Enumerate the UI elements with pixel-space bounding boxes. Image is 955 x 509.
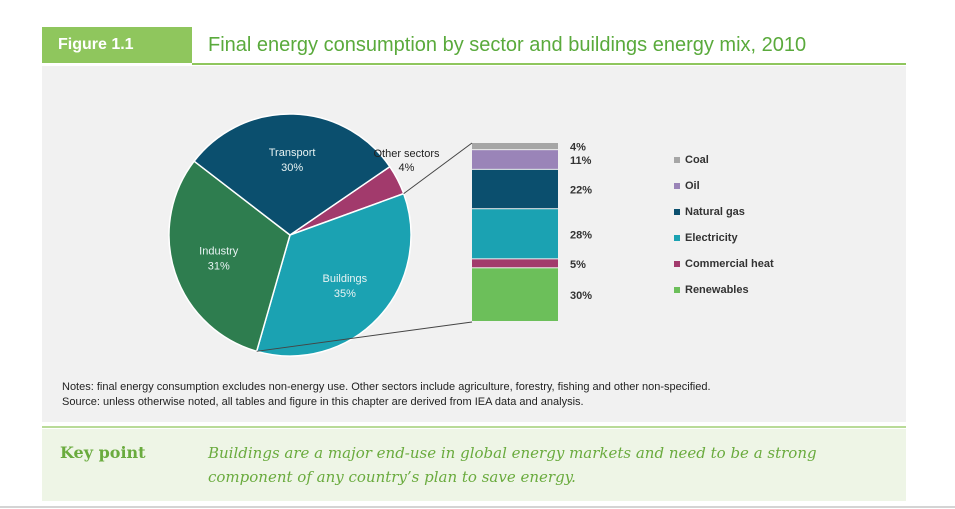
bar-value-commercial-heat: 5% — [570, 259, 586, 271]
page-bottom-rule — [0, 506, 955, 508]
bar-segment-oil — [472, 150, 558, 169]
pie-label-other-sectors: Other sectors — [373, 148, 440, 160]
figure-panel: Other sectors 4% Buildings 35% Industry 31% Tr… — [42, 66, 906, 422]
legend-label-renewables: Renewables — [685, 284, 749, 296]
pie-label-transport: Transport — [269, 147, 316, 159]
pie-slice-buildings — [255, 192, 412, 357]
key-point-label: Key point — [60, 443, 146, 462]
pie-label-industry: Industry — [199, 245, 239, 257]
legend-swatch-renewables — [674, 287, 680, 293]
bar-segment-coal — [472, 143, 558, 150]
header-rule — [192, 63, 906, 65]
key-point-box: Key point Buildings are a major end-use … — [42, 429, 906, 501]
bar-segment-renewables — [472, 268, 558, 321]
key-point-rule — [42, 426, 906, 428]
pie-value-transport: 30% — [281, 162, 303, 174]
pie-value-other-sectors: 4% — [399, 162, 415, 174]
figure-label: Figure 1.1 — [42, 27, 192, 63]
bar-value-coal: 4% — [570, 142, 586, 154]
connector-line-top — [403, 142, 473, 195]
legend-label-electricity: Electricity — [685, 232, 738, 244]
notes-line: Notes: final energy consumption excludes… — [62, 381, 711, 393]
key-point-text: Buildings are a major end-use in global … — [208, 444, 817, 486]
connector-line-bottom — [256, 321, 473, 352]
legend-label-oil: Oil — [685, 180, 700, 192]
legend-label-coal: Coal — [685, 154, 709, 166]
figure-title: Final energy consumption by sector and b… — [208, 34, 807, 56]
pie-label-buildings: Buildings — [323, 273, 368, 285]
source-line: Source: unless otherwise noted, all tabl… — [62, 396, 584, 408]
pie-value-industry: 31% — [208, 260, 230, 272]
figure-notes: Notes: final energy consumption excludes… — [62, 380, 892, 410]
legend-swatch-natural-gas — [674, 209, 680, 215]
bar-value-oil: 11% — [570, 155, 592, 167]
legend-swatch-commercial-heat — [674, 261, 680, 267]
bar-segment-natural-gas — [472, 169, 558, 209]
bar-segment-commercial-heat — [472, 259, 558, 268]
bar-value-natural-gas: 22% — [570, 185, 592, 197]
legend-label-natural-gas: Natural gas — [685, 206, 745, 218]
legend-swatch-electricity — [674, 235, 680, 241]
pie-slice-transport — [193, 113, 391, 236]
chart-area: Other sectors 4% Buildings 35% Industry 31% Tr… — [168, 113, 774, 357]
figure-header: Figure 1.1 Final energy consumption by s… — [42, 27, 906, 65]
legend-swatch-coal — [674, 157, 680, 163]
legend-swatch-oil — [674, 183, 680, 189]
pie-value-buildings: 35% — [334, 288, 356, 300]
bar-value-electricity: 28% — [570, 229, 592, 241]
bar-value-renewables: 30% — [570, 290, 592, 302]
pie-slice-industry — [168, 160, 291, 353]
bar-segment-electricity — [472, 209, 558, 259]
legend-label-commercial-heat: Commercial heat — [685, 258, 774, 270]
